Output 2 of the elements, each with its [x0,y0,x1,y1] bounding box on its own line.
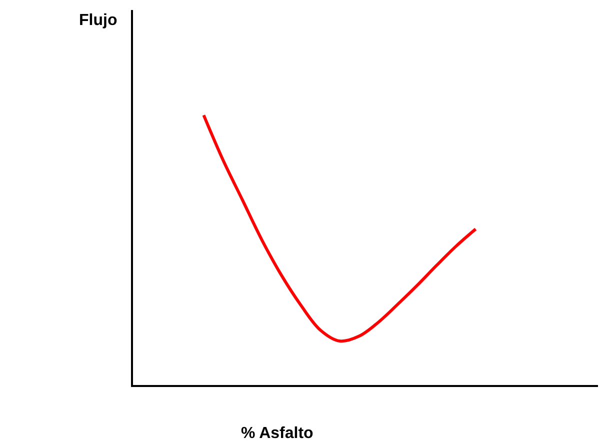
text: Flujo [79,12,118,29]
x-axis-title: % Asfalto [241,425,314,442]
